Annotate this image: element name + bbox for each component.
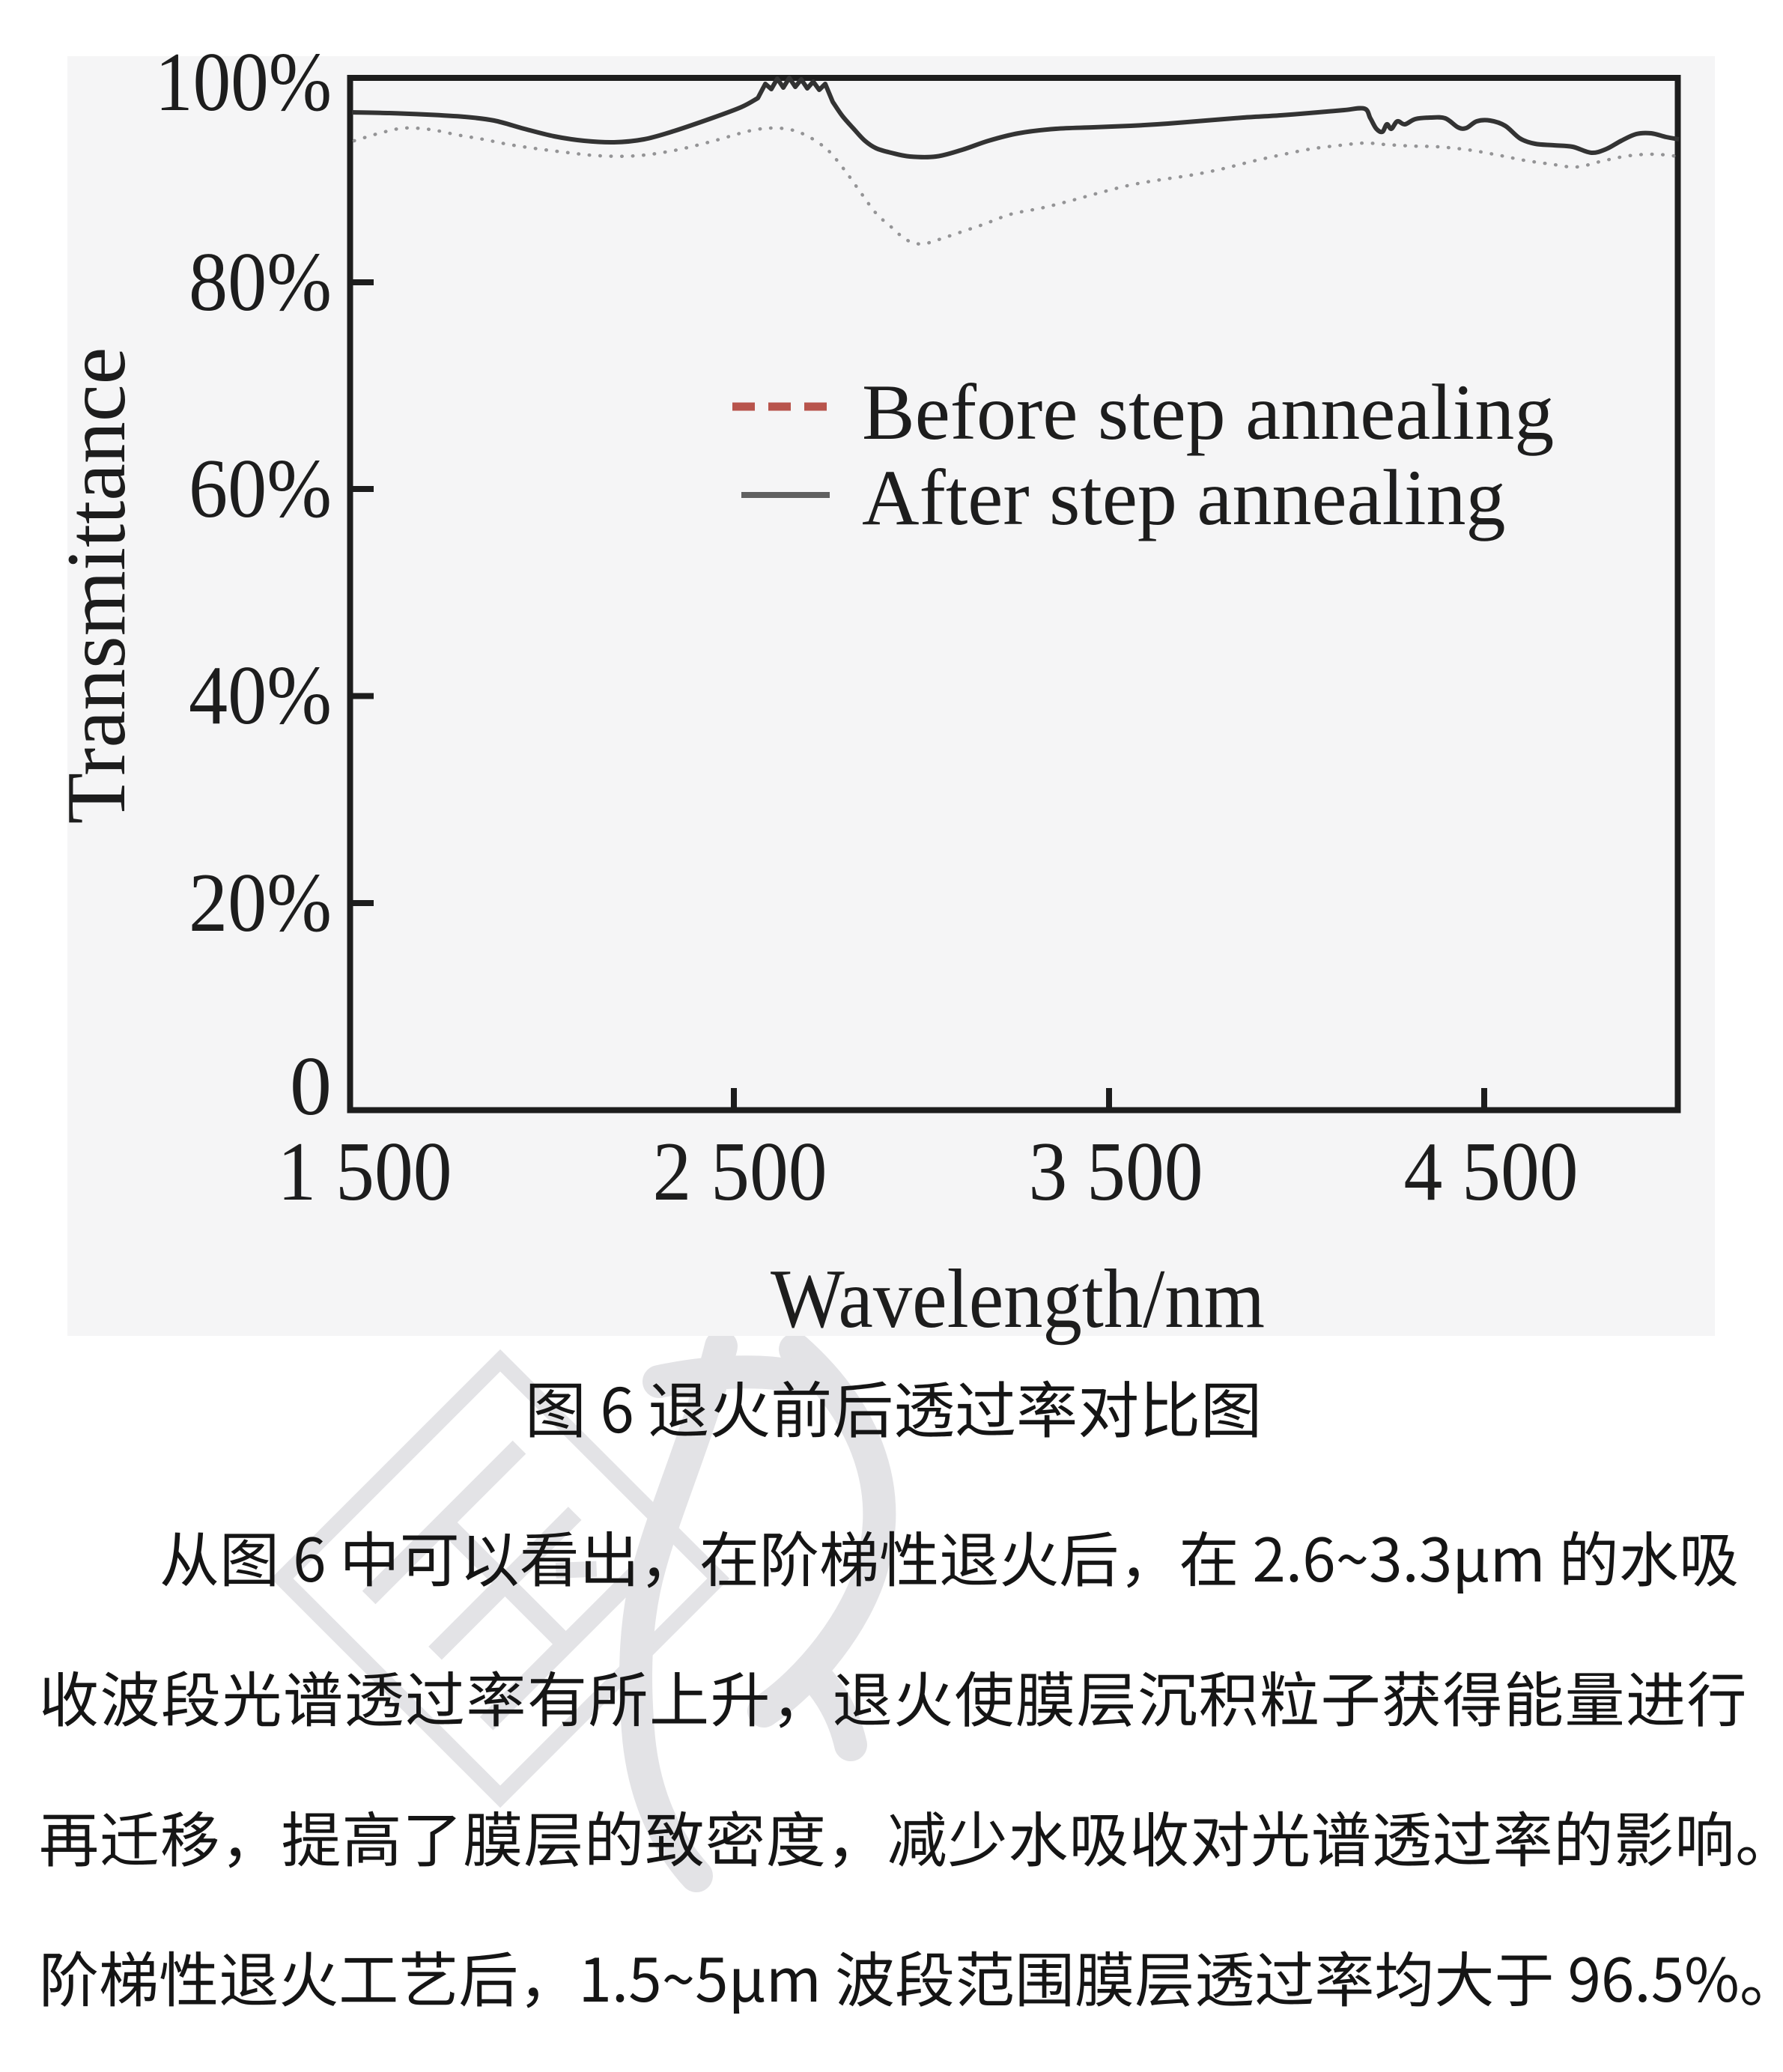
svg-text:2 500: 2 500 <box>653 1125 827 1218</box>
svg-text:40%: 40% <box>189 649 332 742</box>
svg-text:1 500: 1 500 <box>278 1125 452 1218</box>
svg-text:20%: 20% <box>189 857 332 950</box>
svg-text:After step annealing: After step annealing <box>862 454 1505 541</box>
svg-text:Before step annealing: Before step annealing <box>862 368 1554 456</box>
svg-text:80%: 80% <box>189 236 332 329</box>
svg-text:Wavelength/nm: Wavelength/nm <box>771 1253 1265 1346</box>
svg-text:4 500: 4 500 <box>1404 1125 1579 1218</box>
svg-text:0: 0 <box>290 1040 332 1133</box>
svg-text:100%: 100% <box>155 36 332 129</box>
svg-text:3 500: 3 500 <box>1029 1125 1203 1218</box>
svg-text:60%: 60% <box>189 443 332 535</box>
svg-text:Transmittance: Transmittance <box>50 347 143 824</box>
